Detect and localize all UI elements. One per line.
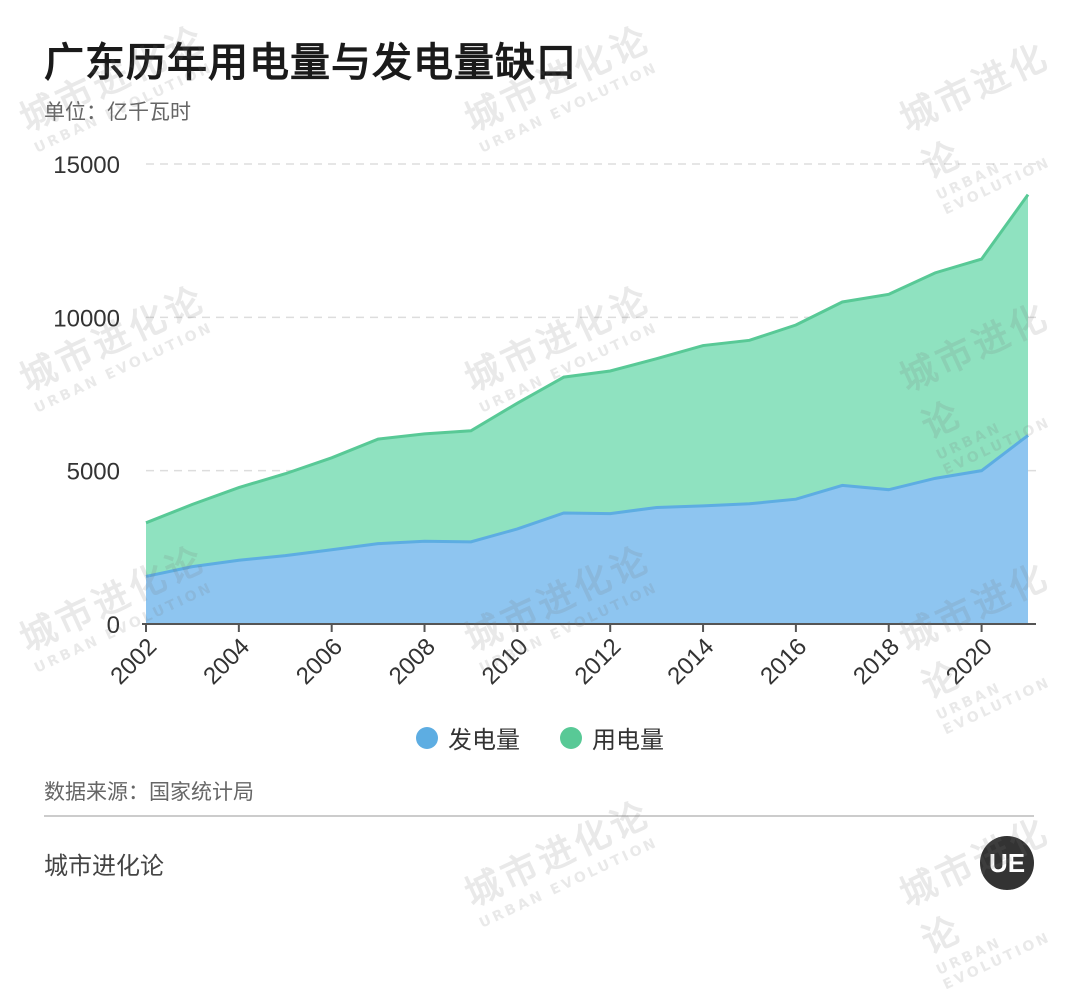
series-line-generation [145, 434, 1029, 578]
series-area-generation [146, 435, 1028, 624]
legend-item-consumption[interactable]: 用电量 [560, 720, 664, 755]
data-source-note: 数据来源：国家统计局 [44, 780, 254, 804]
x-tick-label: 2012 [570, 633, 627, 690]
legend-dot-consumption [560, 726, 582, 749]
chart-unit-label: 单位：亿千瓦时 [44, 100, 191, 124]
area-chart: 0 5000 10000 15000 2002 2004 2006 2008 2010 2012 2… [53, 152, 1036, 690]
x-tick-label: 2018 [848, 633, 905, 690]
x-tick-label: 2010 [477, 633, 534, 690]
chart-legend: 发电量 用电量 [0, 720, 1080, 755]
y-tick-label: 5000 [67, 459, 120, 486]
legend-label-generation: 发电量 [448, 726, 520, 754]
brand-logo: UE [980, 836, 1034, 890]
x-tick-label: 2002 [105, 633, 162, 690]
x-tick-label: 2020 [941, 633, 998, 690]
y-tick-label: 0 [107, 612, 120, 639]
x-tick-label: 2004 [198, 633, 255, 690]
x-tick-label: 2016 [755, 633, 812, 690]
footer-divider [44, 815, 1034, 817]
chart-title: 广东历年用电量与发电量缺口 [44, 40, 577, 86]
x-tick-label: 2008 [384, 633, 441, 690]
legend-item-generation[interactable]: 发电量 [416, 720, 520, 755]
brand-name: 城市进化论 [44, 852, 164, 880]
y-tick-label: 10000 [53, 305, 120, 332]
legend-label-consumption: 用电量 [592, 726, 664, 754]
y-tick-label: 15000 [53, 152, 120, 179]
legend-dot-generation [416, 726, 438, 749]
x-tick-label: 2014 [662, 633, 719, 690]
x-tick-label: 2006 [291, 633, 348, 690]
series-line-consumption [145, 193, 1030, 525]
